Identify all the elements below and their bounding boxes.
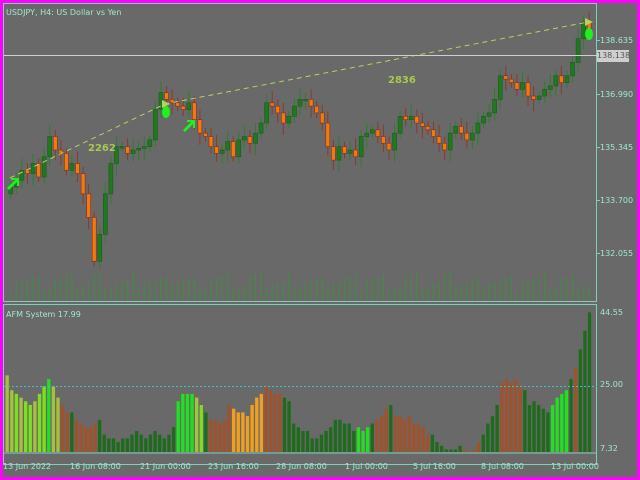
price-chart-pane[interactable] bbox=[3, 3, 597, 302]
time-tick-label: 8 Jul 08:00 bbox=[481, 462, 524, 471]
afm-indicator-pane[interactable] bbox=[3, 304, 597, 465]
time-tick-label: 23 Jun 16:00 bbox=[208, 462, 259, 471]
time-tick-label: 1 Jul 00:00 bbox=[345, 462, 388, 471]
current-price-label: 138.138 bbox=[597, 50, 631, 62]
price-tick bbox=[597, 40, 600, 41]
price-tick bbox=[597, 200, 600, 201]
price-tick-label: 136.990 bbox=[600, 90, 634, 99]
time-tick-label: 5 Jul 16:00 bbox=[413, 462, 456, 471]
indicator-tick-label: 7.32 bbox=[600, 444, 618, 453]
price-tick-label: 133.700 bbox=[600, 196, 634, 205]
time-tick-label: 28 Jun 08:00 bbox=[276, 462, 327, 471]
price-tick bbox=[597, 94, 600, 95]
price-tick-label: 138.635 bbox=[600, 36, 634, 45]
time-tick-label: 21 Jun 00:00 bbox=[140, 462, 191, 471]
time-tick-label: 16 Jun 08:00 bbox=[70, 462, 121, 471]
time-tick-label: 13 Jul 00:00 bbox=[551, 462, 599, 471]
current-price-line bbox=[4, 55, 597, 56]
indicator-title: AFM System 17.99 bbox=[6, 310, 81, 319]
price-tick-label: 135.345 bbox=[600, 143, 634, 152]
chart-window bbox=[3, 3, 637, 477]
price-tick bbox=[597, 253, 600, 254]
indicator-tick-label: 44.55 bbox=[600, 308, 623, 317]
wave-label-2836: 2836 bbox=[388, 75, 416, 86]
price-tick bbox=[597, 147, 600, 148]
chart-title: USDJPY, H4: US Dollar vs Yen bbox=[6, 8, 122, 17]
indicator-tick-label: 25.00 bbox=[600, 380, 623, 389]
wave-label-2262: 2262 bbox=[88, 143, 116, 154]
price-tick-label: 132.055 bbox=[600, 249, 634, 258]
time-tick-label: 13 Jun 2022 bbox=[3, 462, 52, 471]
